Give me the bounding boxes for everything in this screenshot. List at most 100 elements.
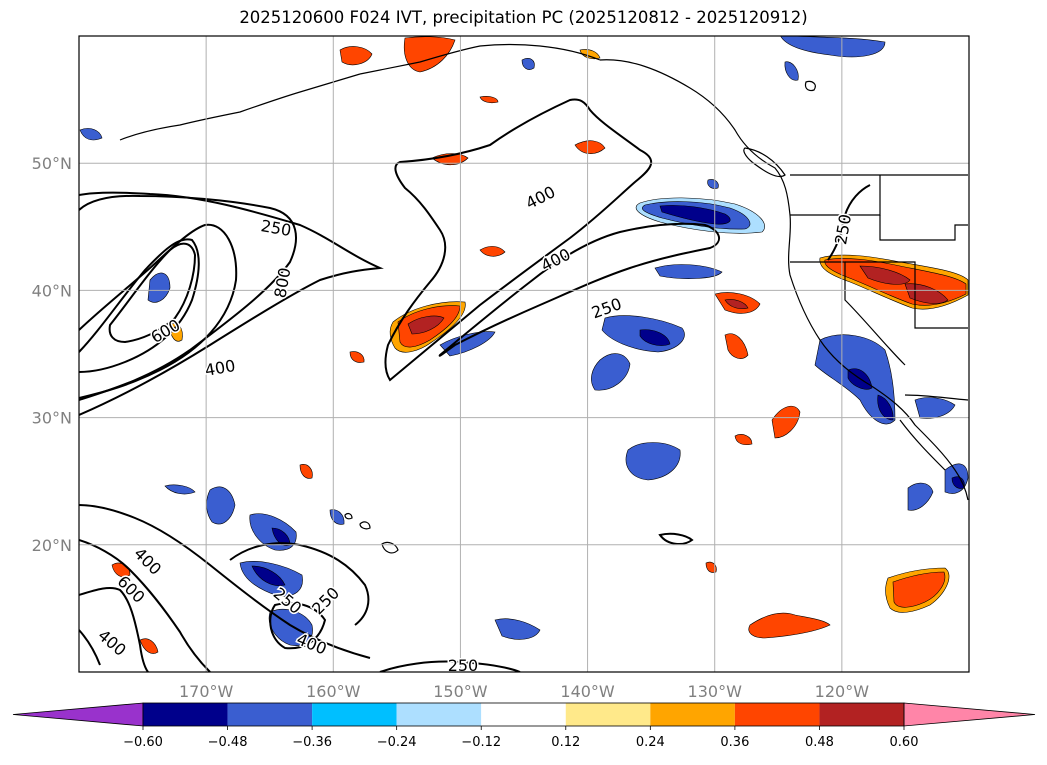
precip-pos-area	[771, 405, 801, 439]
precip-neg-area	[494, 618, 541, 640]
lat-tick-label: 40°N	[32, 281, 72, 300]
colorbar-tick-label: −0.36	[292, 735, 332, 750]
precip-pos-area	[892, 571, 946, 608]
colorbar-extend-high	[903, 702, 1036, 727]
lon-tick-label: 160°W	[306, 682, 361, 701]
precip-pos-area	[748, 612, 831, 639]
ivt-contour-250	[79, 191, 384, 416]
contour-label: 400	[294, 629, 329, 658]
contour-label: 400	[130, 544, 165, 579]
precip-neg-area	[707, 179, 719, 189]
precip-pos-area	[139, 638, 159, 654]
contour-label: 600	[147, 315, 183, 347]
precip-neg-area	[206, 486, 236, 525]
ivt-contour-250-south	[79, 504, 371, 659]
precip-neg-area	[784, 61, 799, 81]
ivt-contours	[79, 98, 871, 672]
lat-tick-label: 30°N	[32, 409, 72, 428]
precip-pos-area	[904, 283, 949, 304]
ivt-contour-400-ar	[438, 222, 720, 357]
colorbar-segment	[650, 703, 735, 726]
precip-pos-area	[859, 265, 911, 285]
precip-pos-area	[299, 464, 313, 479]
tick-labels: 170°W 160°W 150°W 140°W 130°W 120°W 50°N 40°N 30…	[32, 154, 870, 701]
gridlines	[79, 36, 969, 672]
lon-tick-label: 170°W	[179, 682, 234, 701]
colorbar-segment	[819, 703, 904, 726]
contour-label: 250	[831, 213, 855, 246]
precip-pos-area	[724, 299, 749, 310]
colorbar: −0.60 −0.48 −0.36 −0.24 −0.12 0.12 0.24 0.36 0.4…	[12, 702, 1036, 750]
precip-pos-area	[479, 96, 499, 104]
precip-neg-area	[654, 264, 723, 279]
contour-label: 800	[270, 266, 294, 299]
map-title: 2025120600 F024 IVT, precipitation PC (2…	[239, 8, 808, 27]
ivt-contour-600-south	[79, 586, 149, 672]
colorbar-segment	[396, 703, 482, 726]
colorbar-segment	[143, 703, 228, 726]
precip-pos-area	[574, 140, 606, 154]
precip-neg-area	[79, 128, 103, 141]
contour-label: 400	[94, 626, 130, 660]
lon-tick-label: 120°W	[815, 682, 870, 701]
hawaii-island	[381, 541, 399, 554]
colorbar-tick-label: 0.48	[805, 735, 834, 750]
precip-pos-area	[407, 315, 445, 335]
ivt-contour-small	[658, 532, 694, 545]
ivt-contour-250-ar	[384, 98, 653, 382]
colorbar-tick-label: −0.60	[123, 735, 163, 750]
contour-label: 250	[448, 656, 479, 675]
precip-shading	[79, 36, 969, 654]
precip-pos-area	[734, 434, 753, 446]
ivt-contour-600	[79, 238, 200, 373]
map-frame	[78, 35, 970, 673]
lon-tick-label: 130°W	[688, 682, 743, 701]
contour-label: 400	[523, 182, 559, 213]
ivt-contour-250-coast	[827, 184, 871, 261]
ivt-contour-250-bottom	[379, 660, 521, 672]
contour-label: 250	[308, 583, 343, 618]
precip-pos-area	[705, 561, 717, 573]
coast-island	[804, 80, 816, 92]
coastlines	[119, 43, 969, 554]
colorbar-tick-label: −0.24	[377, 735, 417, 750]
contour-label: 400	[203, 356, 236, 380]
precip-pos-area	[479, 246, 506, 257]
precip-neg-area	[639, 329, 671, 346]
precip-neg-area	[914, 397, 956, 419]
precip-pos-area	[349, 351, 365, 363]
aleutian-islands	[119, 73, 361, 141]
colorbar-segment	[227, 703, 313, 726]
colorbar-tick-label: 0.12	[551, 735, 580, 750]
ivt-contour-800	[108, 242, 197, 344]
precip-pos-area	[169, 323, 183, 342]
contour-label: 250	[259, 216, 292, 240]
colorbar-tick-label: 0.24	[636, 735, 665, 750]
lon-tick-label: 140°W	[560, 682, 615, 701]
colorbar-extend-low	[12, 702, 144, 727]
state-border	[879, 215, 968, 241]
ivt-contour-250-mid	[229, 542, 370, 626]
state-border	[790, 175, 881, 216]
precip-neg-area	[591, 353, 631, 391]
lat-tick-label: 50°N	[32, 154, 72, 173]
precip-neg-area	[521, 58, 535, 70]
north-america-coastline	[599, 59, 969, 501]
state-border	[790, 261, 906, 366]
precip-pos-area	[339, 46, 373, 66]
precip-neg-area	[251, 565, 286, 586]
precip-pos-area	[579, 49, 601, 60]
ivt-contour-400-lower-left	[79, 629, 101, 666]
colorbar-outline	[142, 702, 905, 727]
colorbar-segment	[565, 703, 651, 726]
precip-neg-area	[329, 509, 345, 525]
colorbar-tick-label: 0.60	[890, 735, 919, 750]
precip-neg-area	[625, 442, 681, 481]
contour-label: 600	[114, 572, 149, 607]
colorbar-segment	[312, 703, 397, 726]
precip-pos-area	[724, 333, 749, 359]
precip-neg-area	[780, 36, 886, 58]
state-border	[845, 261, 968, 329]
